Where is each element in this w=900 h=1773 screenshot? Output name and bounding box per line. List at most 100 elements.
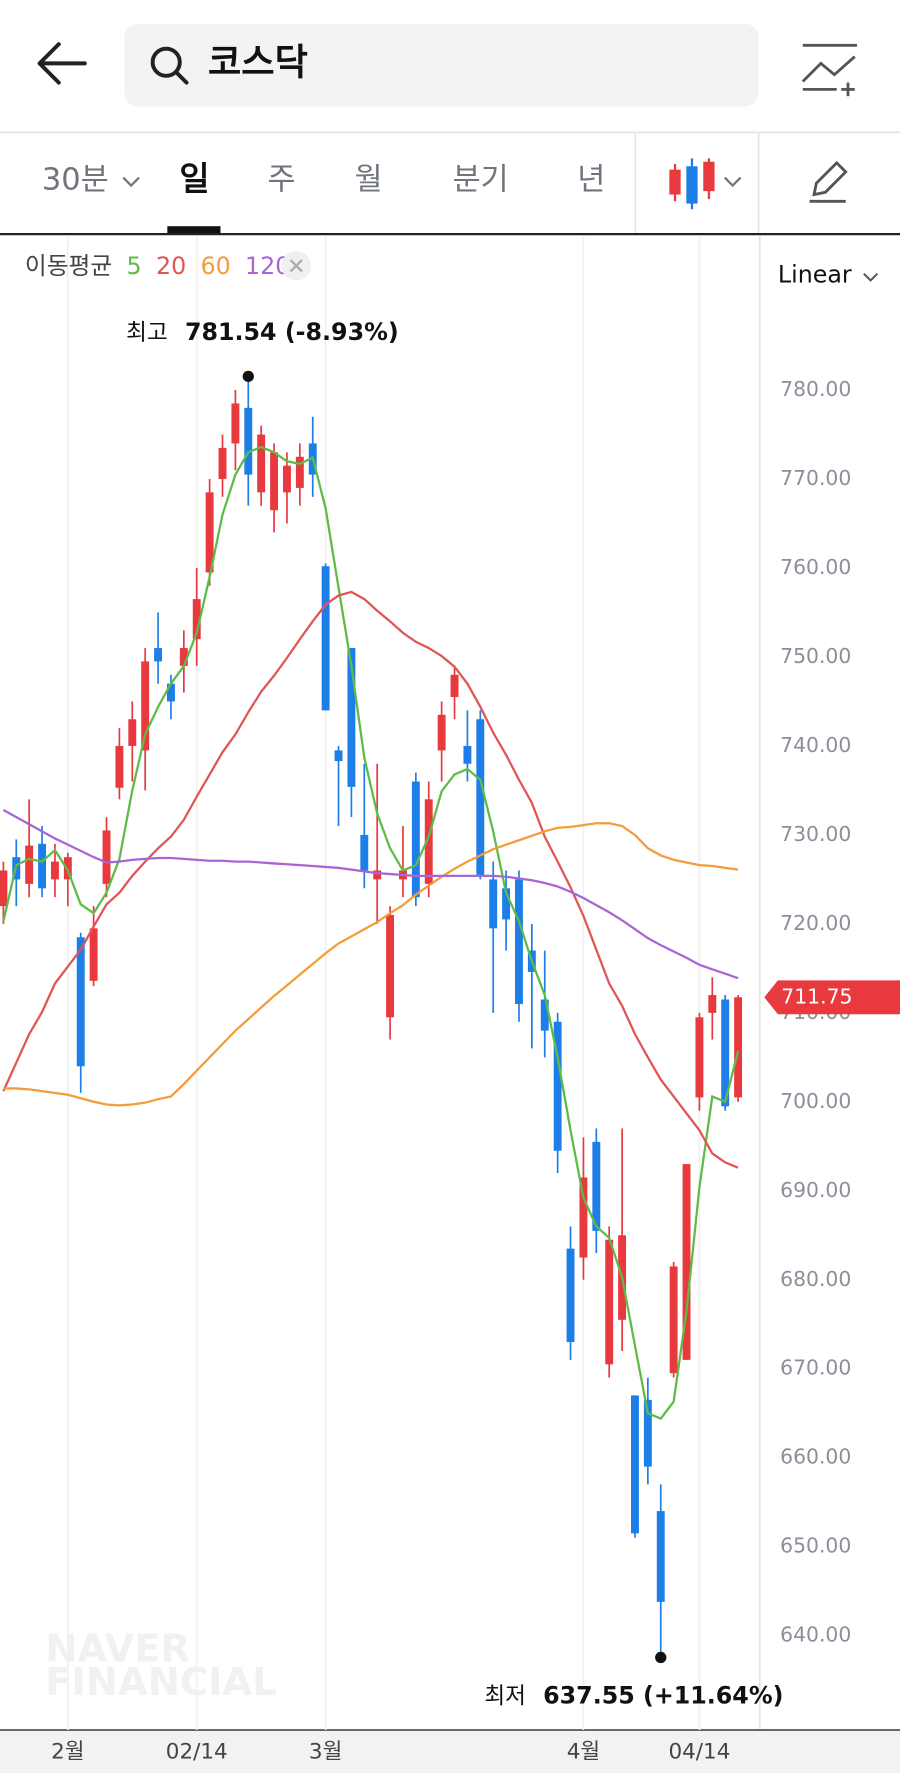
tab[interactable]: 년	[577, 162, 605, 197]
compare-icon[interactable]	[801, 43, 858, 97]
candle-body	[205, 492, 214, 573]
candle-body	[38, 843, 47, 889]
candle-body	[218, 447, 227, 480]
search-text: 코스닥	[208, 41, 308, 84]
y-tick-label: 720.00	[780, 911, 851, 935]
moving-average-line	[2, 590, 739, 1169]
candle-body	[141, 661, 150, 751]
y-tick-label: 760.00	[780, 555, 851, 579]
scale-selector[interactable]: Linear	[778, 260, 852, 288]
low-value: 637.55 (+11.64%)	[543, 1682, 783, 1710]
candle-body	[592, 1141, 601, 1231]
candle-body	[179, 648, 188, 666]
x-tick-label: 3월	[309, 1740, 342, 1765]
high-value: 781.54 (-8.93%)	[185, 318, 399, 346]
candle-body	[373, 870, 382, 880]
plot: 최고 781.54 (-8.93%) 최저 637.55 (+11.64%)	[0, 318, 783, 1710]
candle-body	[360, 834, 369, 871]
candle-body	[579, 1177, 588, 1258]
candle-body	[682, 1164, 691, 1360]
candle-body	[50, 861, 59, 880]
candle-body	[450, 674, 459, 698]
search-icon	[150, 46, 182, 78]
candle-body	[721, 999, 730, 1107]
candle-body	[270, 452, 279, 511]
candle-body	[347, 648, 356, 787]
candle-body	[708, 995, 717, 1013]
search-icon	[174, 70, 189, 85]
tab[interactable]: 30분	[42, 162, 109, 197]
candle-body	[257, 434, 266, 493]
candle-body	[295, 456, 304, 488]
y-tick-label: 650.00	[780, 1534, 851, 1558]
legend-entry: 60	[201, 251, 231, 279]
candle-body	[231, 403, 240, 444]
watermark: NAVER FINANCIAL	[45, 1626, 276, 1705]
legend: 이동평균 5 20 60 120	[25, 251, 290, 279]
y-axis: 2월 02/14 3월 4월 04/14 640.00 650.00 660.00 670.00…	[51, 377, 900, 1765]
current-price-label: 711.75	[781, 984, 852, 1008]
y-tick-label: 660.00	[780, 1445, 851, 1469]
watermark-text: FINANCIAL	[45, 1660, 276, 1705]
tab-selected[interactable]: 일	[179, 160, 209, 198]
candle-body	[734, 997, 743, 1098]
candle-body	[566, 1248, 575, 1343]
candle-body	[166, 683, 175, 702]
candle-body	[334, 750, 343, 762]
search-box[interactable]	[124, 23, 759, 107]
moving-average-line	[3, 822, 739, 1107]
candle-body	[476, 719, 485, 875]
y-tick-label: 700.00	[780, 1089, 851, 1113]
y-tick-label: 640.00	[780, 1623, 851, 1647]
y-tick-label: 770.00	[780, 466, 851, 490]
dropdown-arrow	[122, 176, 140, 188]
candle-body	[695, 1017, 704, 1098]
moving-average-line	[2, 445, 740, 1420]
tab[interactable]: 분기	[452, 162, 508, 197]
x-tick-label: 02/14	[166, 1740, 228, 1765]
back-button[interactable]	[37, 42, 87, 85]
legend-entry: 5	[127, 251, 142, 279]
y-tick-label: 740.00	[780, 733, 851, 757]
x-tick-label: 4월	[567, 1740, 600, 1765]
candle-body	[437, 714, 446, 751]
candle-body	[128, 719, 137, 746]
tab[interactable]: 주	[267, 162, 295, 197]
candle-body	[115, 745, 124, 788]
chart-type-icon[interactable]	[669, 158, 742, 210]
x-tick-label: 2월	[51, 1740, 84, 1765]
candle-body	[321, 566, 330, 711]
grid	[66, 235, 701, 1730]
watermark-text: NAVER	[45, 1626, 190, 1671]
candle-body	[489, 879, 498, 929]
tab-bar: 30분 일 주 월 분기 년	[0, 132, 900, 236]
high-marker	[242, 370, 254, 383]
candle-body	[540, 999, 549, 1031]
tab[interactable]: 월	[355, 162, 383, 197]
low-marker	[655, 1651, 667, 1664]
high-label: 최고	[126, 320, 168, 346]
candle-body	[553, 1021, 562, 1151]
candle-body	[463, 745, 472, 764]
candle-body	[656, 1511, 665, 1602]
low-label: 최저	[484, 1684, 526, 1710]
candle-body	[0, 870, 8, 907]
candle-body	[25, 845, 34, 884]
moving-average-line	[2, 808, 739, 980]
y-tick-label: 670.00	[780, 1356, 851, 1380]
candle-body	[244, 407, 253, 475]
draw-icon[interactable]	[809, 160, 848, 203]
current-price-box	[764, 980, 900, 1015]
candle-body	[631, 1395, 639, 1534]
x-axis-band	[0, 1729, 900, 1773]
x-tick-label: 04/14	[668, 1740, 730, 1765]
y-tick-label: 750.00	[780, 644, 851, 668]
y-tick-label: 690.00	[780, 1178, 851, 1202]
candle-body	[502, 888, 511, 920]
candle-body	[424, 799, 433, 884]
legend-title: 이동평균	[25, 251, 112, 279]
legend-entry: 20	[156, 251, 186, 279]
candle-body	[386, 914, 395, 1018]
candle-body	[411, 781, 420, 898]
